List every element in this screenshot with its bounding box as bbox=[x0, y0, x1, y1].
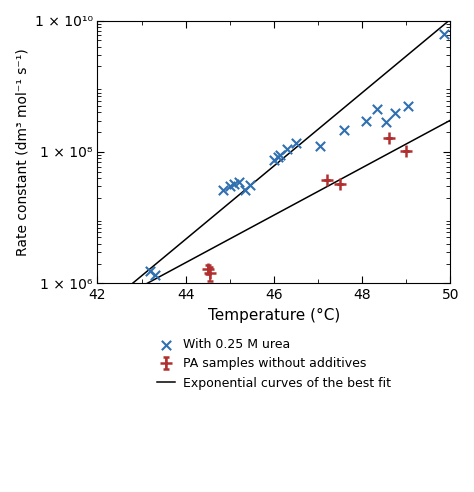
With 0.25 M urea bbox=[283, 145, 291, 153]
Exponential curves of the best fit bbox=[96, 308, 101, 314]
With 0.25 M urea bbox=[226, 183, 234, 190]
X-axis label: Temperature (°C): Temperature (°C) bbox=[208, 308, 340, 323]
Exponential curves of the best fit bbox=[310, 130, 316, 136]
Exponential curves of the best fit bbox=[305, 135, 310, 141]
With 0.25 M urea bbox=[146, 267, 154, 275]
With 0.25 M urea bbox=[277, 151, 284, 159]
Exponential curves of the best fit bbox=[303, 136, 309, 142]
With 0.25 M urea bbox=[316, 142, 324, 150]
With 0.25 M urea bbox=[219, 186, 227, 194]
With 0.25 M urea bbox=[151, 271, 158, 279]
With 0.25 M urea bbox=[274, 153, 282, 160]
Legend: With 0.25 M urea, PA samples without additives, Exponential curves of the best f: With 0.25 M urea, PA samples without add… bbox=[153, 335, 395, 393]
Exponential curves of the best fit bbox=[392, 62, 398, 68]
Exponential curves of the best fit bbox=[414, 44, 420, 50]
Exponential curves of the best fit bbox=[95, 309, 100, 315]
With 0.25 M urea bbox=[235, 178, 242, 186]
With 0.25 M urea bbox=[270, 156, 278, 164]
With 0.25 M urea bbox=[374, 105, 381, 113]
With 0.25 M urea bbox=[440, 30, 447, 38]
With 0.25 M urea bbox=[392, 110, 399, 118]
With 0.25 M urea bbox=[341, 126, 348, 134]
With 0.25 M urea bbox=[363, 117, 370, 124]
With 0.25 M urea bbox=[405, 102, 412, 110]
Line: Exponential curves of the best fit: Exponential curves of the best fit bbox=[98, 20, 450, 312]
Y-axis label: Rate constant (dm³ mol⁻¹ s⁻¹): Rate constant (dm³ mol⁻¹ s⁻¹) bbox=[15, 48, 29, 256]
Exponential curves of the best fit bbox=[447, 17, 453, 23]
With 0.25 M urea bbox=[383, 118, 390, 125]
With 0.25 M urea bbox=[241, 186, 249, 194]
With 0.25 M urea bbox=[230, 181, 238, 188]
With 0.25 M urea bbox=[292, 139, 300, 147]
With 0.25 M urea bbox=[246, 182, 254, 189]
